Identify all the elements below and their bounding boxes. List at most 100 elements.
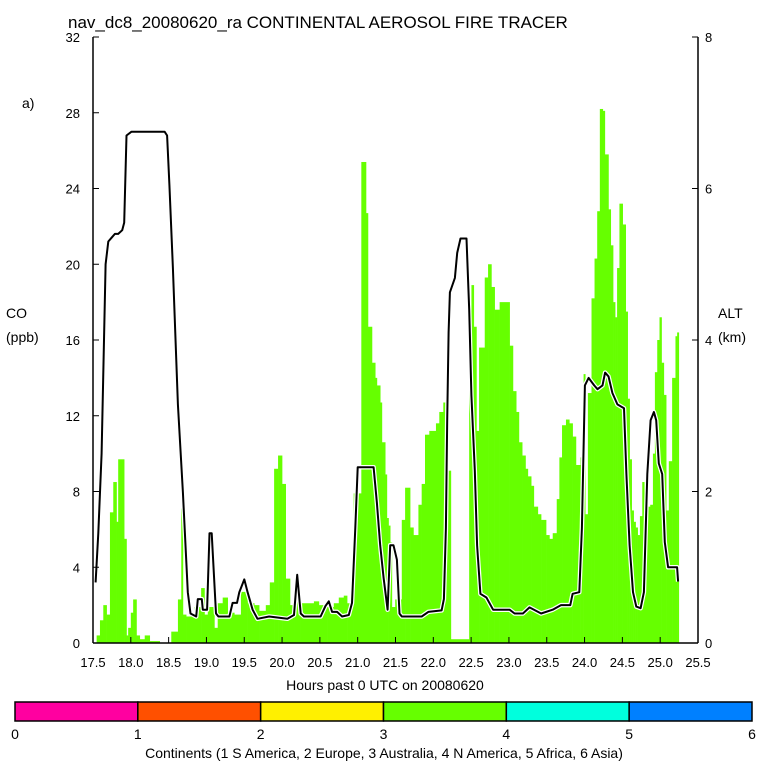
co-bar: [390, 542, 393, 643]
x-tick-label: 19.5: [232, 655, 257, 670]
y-tick-label: 0: [73, 636, 80, 651]
co-bar: [367, 326, 373, 643]
co-bar: [619, 203, 623, 643]
x-tick-label: 19.0: [194, 655, 219, 670]
colorbar-tick-label: 3: [380, 726, 388, 742]
x-tick-label: 21.0: [345, 655, 370, 670]
co-bar: [479, 347, 486, 643]
co-bar: [347, 603, 354, 643]
co-bar: [635, 527, 638, 643]
co-bar: [217, 603, 223, 643]
co-bar: [657, 340, 660, 643]
co-bar: [552, 533, 558, 643]
co-bar: [499, 302, 510, 643]
co-bar: [99, 620, 104, 643]
colorbar-segment: [628, 701, 753, 722]
co-bar: [282, 483, 286, 643]
co-bar: [522, 455, 526, 643]
co-bar: [285, 578, 291, 643]
co-bar: [130, 612, 134, 643]
co-bar: [234, 614, 242, 643]
co-bar: [533, 506, 539, 643]
co-bar: [639, 516, 643, 643]
co-bar: [385, 474, 388, 643]
co-bar: [395, 599, 403, 643]
y-tick-label: 8: [73, 485, 80, 500]
co-bar: [177, 599, 182, 643]
altitude-line-group: [93, 129, 681, 622]
colorbar-tick-label: 6: [748, 726, 756, 742]
altitude-line: [94, 130, 680, 620]
co-bar: [410, 527, 414, 643]
y2-tick-label: 0: [705, 636, 712, 651]
y2-axis-label: ALT: [718, 305, 743, 321]
co-bar: [594, 258, 598, 643]
co-bar: [106, 614, 111, 643]
x-tick-label: 23.0: [496, 655, 521, 670]
co-bar: [391, 607, 396, 643]
y-tick-label: 12: [66, 409, 80, 424]
colorbar: 0 1 2 3 4 5 6: [11, 701, 756, 742]
co-bar: [181, 508, 184, 643]
co-bar: [549, 538, 554, 643]
co-bar: [637, 535, 641, 643]
co-bar: [201, 588, 205, 643]
colorbar-tick-label: 5: [625, 726, 633, 742]
colorbar-tick-label: 2: [257, 726, 265, 742]
co-bar: [274, 468, 279, 643]
y2-tick-label: 4: [705, 333, 712, 348]
co-bar: [448, 470, 452, 643]
co-bar: [300, 603, 315, 643]
co-bar: [109, 512, 114, 643]
co-bar: [421, 483, 426, 643]
co-bar: [240, 591, 248, 643]
co-bar: [488, 264, 492, 643]
co-bar: [450, 639, 470, 643]
panel-label: a): [22, 95, 34, 111]
co-bar: [343, 595, 348, 643]
co-bar: [613, 302, 616, 643]
x-tick-label: 20.0: [269, 655, 294, 670]
co-bar: [144, 635, 151, 643]
colorbar-tick-label: 1: [134, 726, 142, 742]
co-bar: [136, 635, 141, 643]
co-bar: [494, 309, 500, 643]
co-bar: [186, 616, 195, 643]
co-bar: [675, 336, 678, 643]
co-bar: [265, 605, 271, 643]
co-bar: [380, 402, 383, 643]
x-tick-label: 24.0: [572, 655, 597, 670]
co-bar: [290, 605, 295, 643]
co-bar: [583, 374, 586, 643]
co-bar: [652, 453, 656, 643]
co-bar: [361, 161, 367, 644]
co-bar: [491, 286, 495, 643]
x-tick-label: 25.5: [685, 655, 710, 670]
co-bar: [615, 317, 618, 643]
y-tick-label: 16: [66, 333, 80, 348]
co-bar: [204, 614, 209, 643]
co-bar: [559, 457, 563, 643]
co-bar: [469, 370, 472, 643]
colorbar-segment: [505, 701, 630, 722]
y2-axis-units: (km): [718, 329, 746, 345]
x-tick-label: 22.0: [421, 655, 446, 670]
x-tick-label: 20.5: [307, 655, 332, 670]
co-bar: [222, 597, 228, 643]
co-bar: [591, 298, 595, 643]
colorbar-segment: [382, 701, 508, 722]
co-bar: [182, 614, 187, 643]
co-bar: [556, 499, 560, 643]
co-bar: [194, 607, 202, 643]
co-bar: [518, 442, 523, 643]
colorbar-tick-label: 0: [11, 726, 19, 742]
co-bar: [599, 108, 604, 643]
co-bar: [278, 455, 283, 643]
x-tick-label: 23.5: [534, 655, 559, 670]
co-bar: [424, 434, 430, 643]
co-bar: [565, 419, 570, 643]
x-tick-label: 17.5: [80, 655, 105, 670]
co-bar: [113, 482, 117, 643]
chart-title: nav_dc8_20080620_ra CONTINENTAL AEROSOL …: [68, 13, 568, 32]
co-bar: [575, 464, 581, 643]
